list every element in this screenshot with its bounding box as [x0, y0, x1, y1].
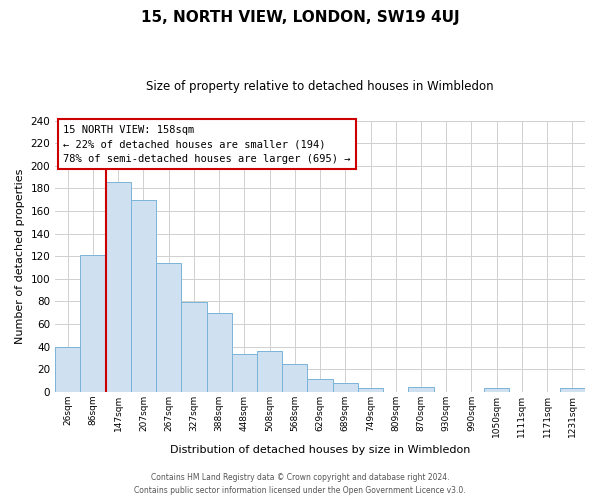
Bar [181, 302, 206, 392]
Bar [232, 354, 257, 392]
Bar [409, 387, 434, 392]
Text: 15 NORTH VIEW: 158sqm
← 22% of detached houses are smaller (194)
78% of semi-det: 15 NORTH VIEW: 158sqm ← 22% of detached … [63, 124, 350, 164]
Bar [484, 388, 509, 392]
Bar [206, 312, 232, 392]
Text: Contains HM Land Registry data © Crown copyright and database right 2024.
Contai: Contains HM Land Registry data © Crown c… [134, 474, 466, 495]
Bar [282, 364, 307, 392]
Bar [55, 346, 80, 392]
Title: Size of property relative to detached houses in Wimbledon: Size of property relative to detached ho… [146, 80, 494, 93]
Bar [358, 388, 383, 392]
Bar [257, 351, 282, 392]
Bar [307, 380, 332, 392]
Bar [80, 255, 106, 392]
Bar [560, 388, 585, 392]
Bar [131, 200, 156, 392]
Text: 15, NORTH VIEW, LONDON, SW19 4UJ: 15, NORTH VIEW, LONDON, SW19 4UJ [140, 10, 460, 25]
Y-axis label: Number of detached properties: Number of detached properties [15, 168, 25, 344]
Bar [106, 182, 131, 392]
X-axis label: Distribution of detached houses by size in Wimbledon: Distribution of detached houses by size … [170, 445, 470, 455]
Bar [332, 382, 358, 392]
Bar [156, 263, 181, 392]
